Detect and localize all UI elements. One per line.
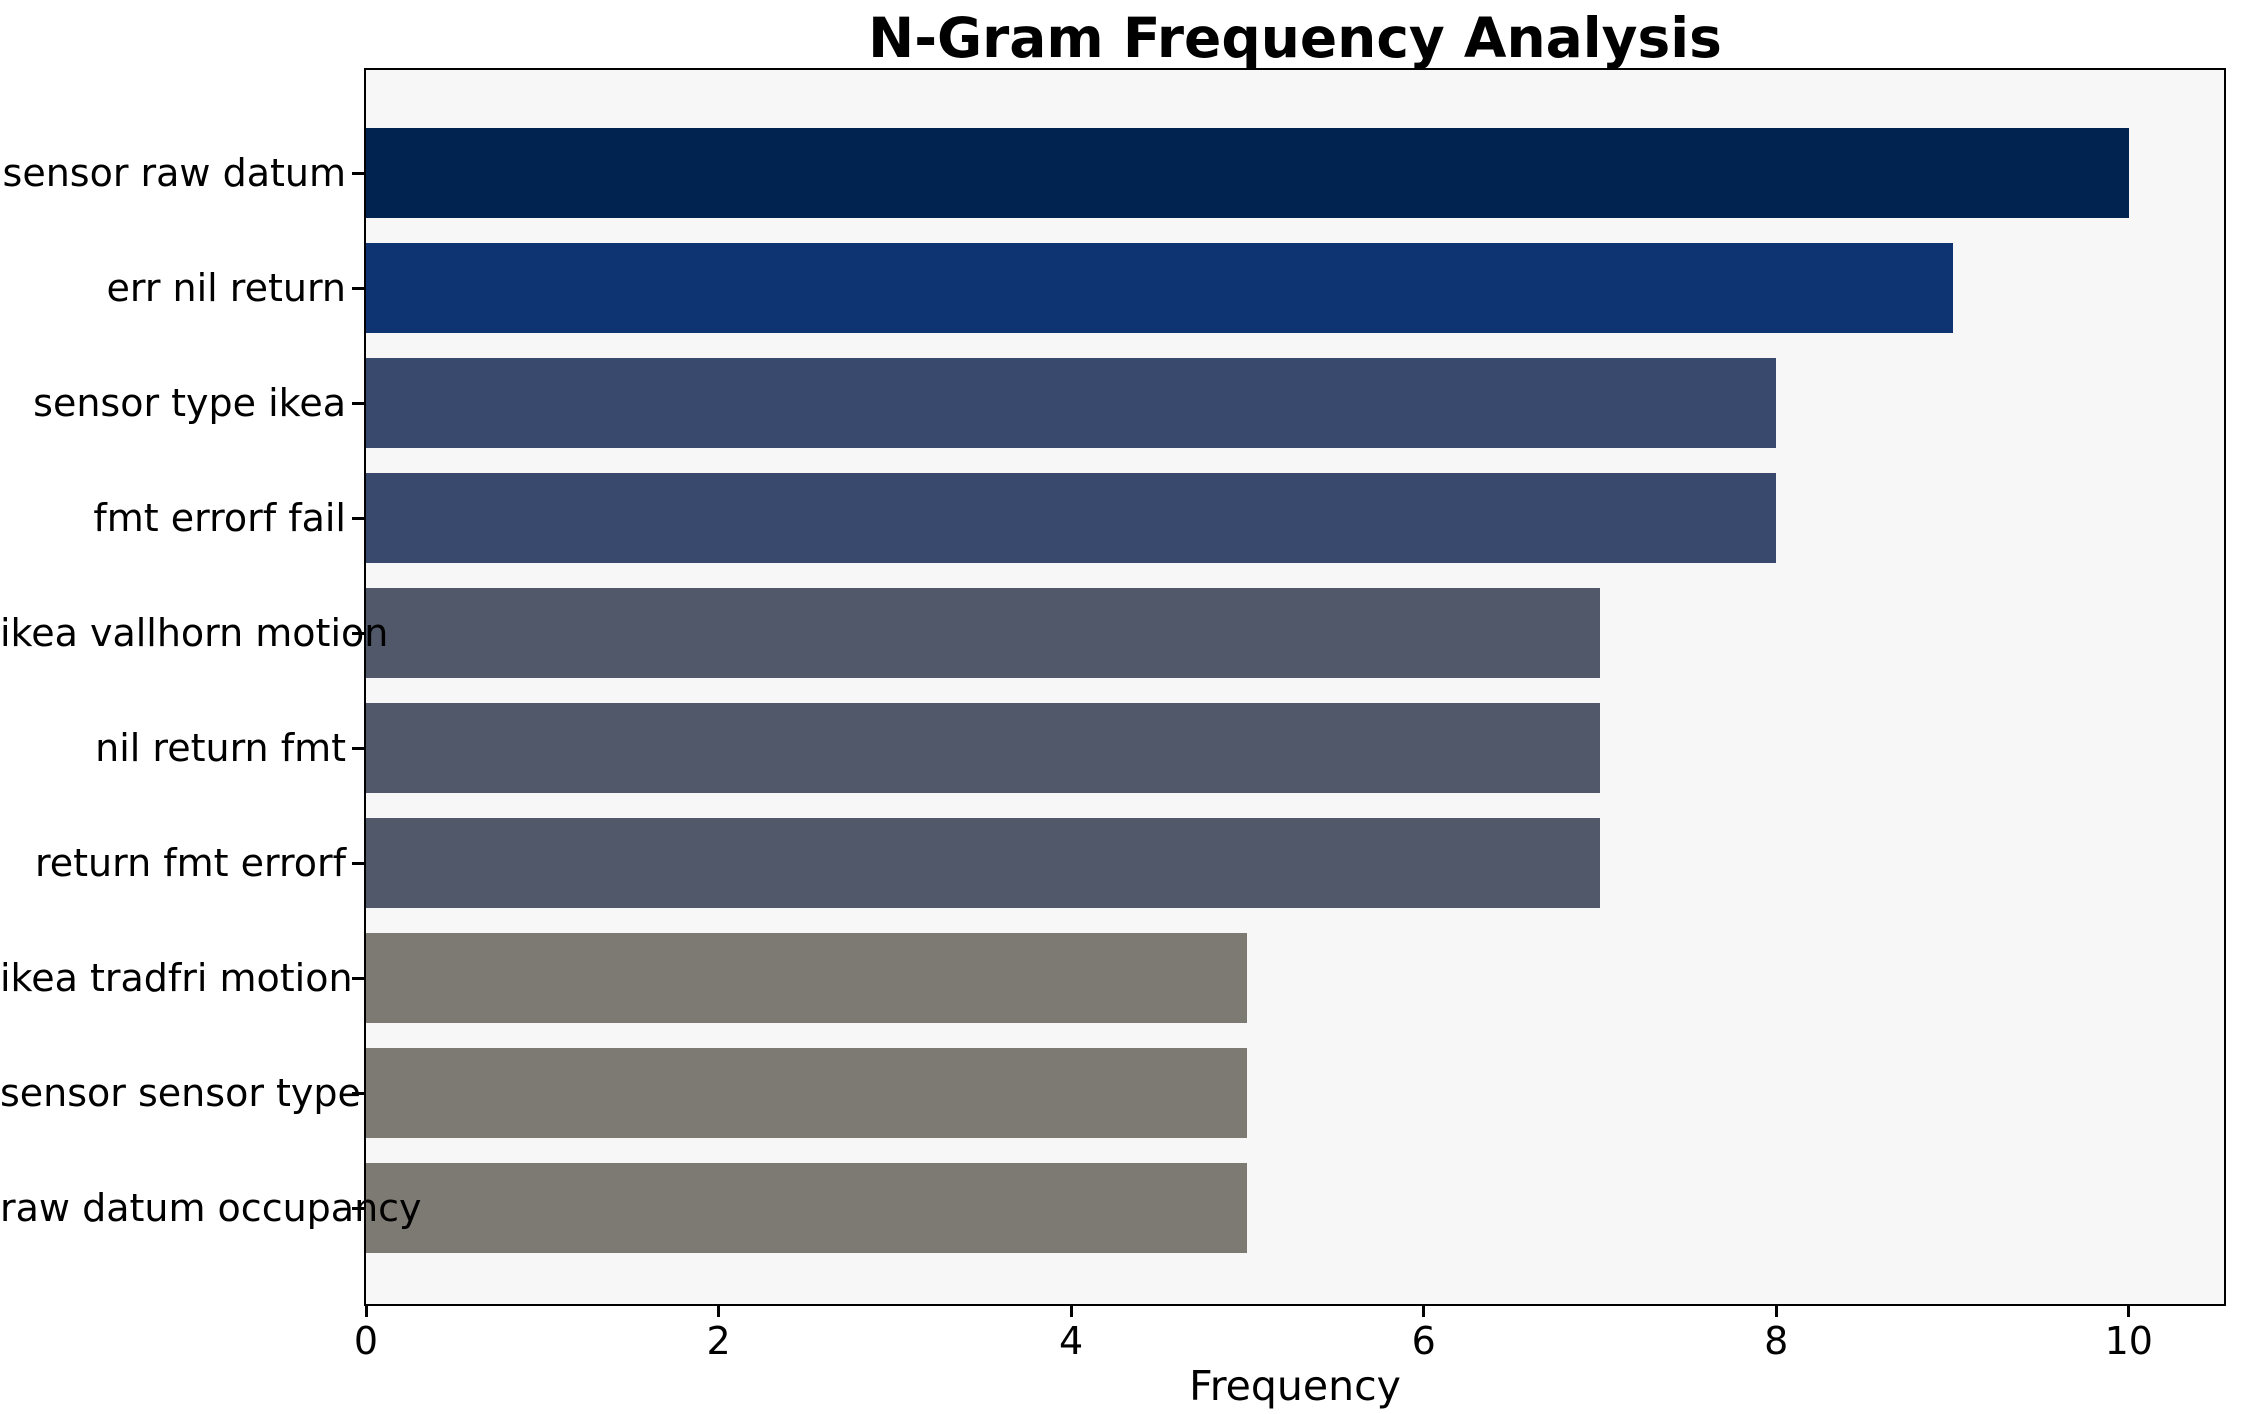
x-tick-label: 4 bbox=[1059, 1319, 1084, 1363]
bar bbox=[366, 818, 1600, 908]
x-tick-mark bbox=[1069, 1306, 1073, 1317]
x-tick-label: 2 bbox=[706, 1319, 731, 1363]
y-tick-mark bbox=[352, 1092, 364, 1095]
x-tick-label: 6 bbox=[1411, 1319, 1436, 1363]
y-tick-mark bbox=[352, 632, 364, 635]
y-tick-label: sensor type ikea bbox=[33, 381, 346, 425]
bar bbox=[366, 358, 1776, 448]
bar bbox=[366, 473, 1776, 563]
y-tick-mark bbox=[352, 172, 364, 175]
y-tick-label: nil return fmt bbox=[95, 726, 346, 770]
chart-title: N-Gram Frequency Analysis bbox=[868, 6, 1722, 70]
x-axis-label: Frequency bbox=[1189, 1362, 1401, 1410]
y-tick-mark bbox=[352, 977, 364, 980]
y-tick-label: raw datum occupancy bbox=[0, 1186, 422, 1230]
bar bbox=[366, 1163, 1247, 1253]
x-tick-mark bbox=[2127, 1306, 2131, 1317]
y-tick-label: ikea tradfri motion bbox=[0, 956, 353, 1000]
bar bbox=[366, 933, 1247, 1023]
y-tick-label: err nil return bbox=[106, 266, 346, 310]
x-tick-mark bbox=[717, 1306, 721, 1317]
x-tick-mark bbox=[1774, 1306, 1778, 1317]
y-tick-mark bbox=[352, 747, 364, 750]
bar bbox=[366, 243, 1953, 333]
x-tick-label: 8 bbox=[1764, 1319, 1789, 1363]
y-tick-label: sensor sensor type bbox=[0, 1071, 361, 1115]
x-tick-label: 10 bbox=[2104, 1319, 2153, 1363]
x-tick-mark bbox=[1422, 1306, 1426, 1317]
x-tick-mark bbox=[364, 1306, 368, 1317]
bar bbox=[366, 1048, 1247, 1138]
y-tick-mark bbox=[352, 517, 364, 520]
bar bbox=[366, 588, 1600, 678]
y-tick-mark bbox=[352, 1207, 364, 1210]
y-tick-label: fmt errorf fail bbox=[93, 496, 346, 540]
y-tick-mark bbox=[352, 287, 364, 290]
y-tick-label: ikea vallhorn motion bbox=[0, 611, 389, 655]
bar bbox=[366, 128, 2129, 218]
y-tick-mark bbox=[352, 402, 364, 405]
y-tick-mark bbox=[352, 862, 364, 865]
bar bbox=[366, 703, 1600, 793]
y-tick-label: sensor raw datum bbox=[2, 151, 346, 195]
x-tick-label: 0 bbox=[353, 1319, 379, 1363]
y-tick-label: return fmt errorf bbox=[34, 841, 346, 885]
